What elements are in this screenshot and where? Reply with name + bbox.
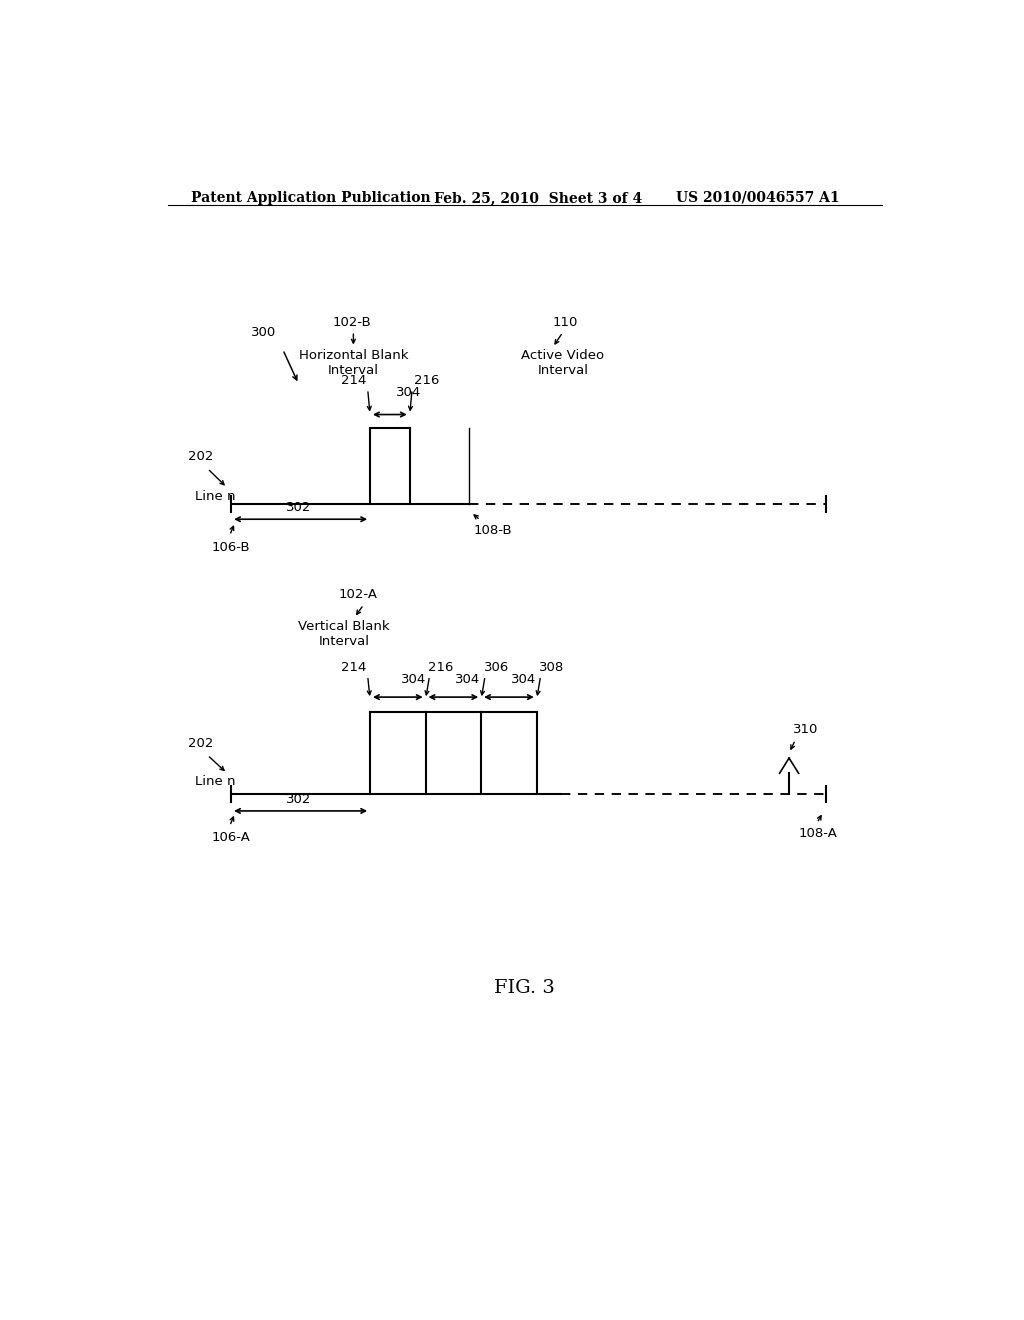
Text: 102-B: 102-B xyxy=(333,317,372,329)
Text: Line n: Line n xyxy=(196,490,236,503)
Text: US 2010/0046557 A1: US 2010/0046557 A1 xyxy=(676,191,840,205)
Text: FIG. 3: FIG. 3 xyxy=(495,979,555,997)
Text: Line n: Line n xyxy=(196,775,236,788)
Text: Horizontal Blank
Interval: Horizontal Blank Interval xyxy=(299,350,409,378)
Text: Vertical Blank
Interval: Vertical Blank Interval xyxy=(298,620,390,648)
Text: 302: 302 xyxy=(286,793,311,805)
Text: Feb. 25, 2010  Sheet 3 of 4: Feb. 25, 2010 Sheet 3 of 4 xyxy=(433,191,642,205)
Text: 214: 214 xyxy=(341,661,367,673)
Text: 108-A: 108-A xyxy=(799,828,838,841)
Text: 304: 304 xyxy=(401,673,426,686)
Text: 108-B: 108-B xyxy=(473,524,512,537)
Text: 216: 216 xyxy=(428,661,454,673)
Text: 106-A: 106-A xyxy=(211,832,250,845)
Text: 308: 308 xyxy=(539,661,564,673)
Text: 304: 304 xyxy=(396,387,422,399)
Text: 300: 300 xyxy=(251,326,276,339)
Text: 110: 110 xyxy=(553,317,578,329)
Text: 102-A: 102-A xyxy=(338,587,377,601)
Text: Active Video
Interval: Active Video Interval xyxy=(521,350,604,378)
Text: 310: 310 xyxy=(793,723,818,735)
Text: 202: 202 xyxy=(187,450,213,463)
Text: 106-B: 106-B xyxy=(211,541,250,553)
Text: 306: 306 xyxy=(483,661,509,673)
Text: 302: 302 xyxy=(286,502,311,515)
Text: 216: 216 xyxy=(414,374,439,387)
Text: Patent Application Publication: Patent Application Publication xyxy=(191,191,431,205)
Text: 202: 202 xyxy=(187,737,213,750)
Text: 214: 214 xyxy=(341,374,367,387)
Text: 304: 304 xyxy=(455,673,480,686)
Text: 304: 304 xyxy=(511,673,536,686)
